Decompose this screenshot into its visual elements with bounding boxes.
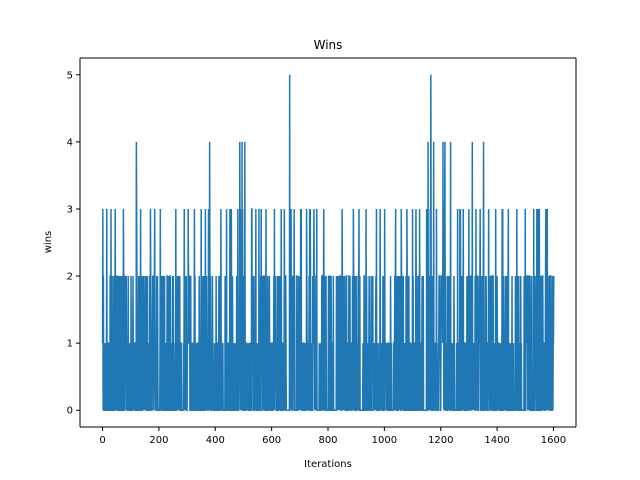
y-tick-label: 5 [67,70,73,81]
ticks-layer: 0 200 400 600 800 1000 1200 1400 1600 0 1 2 3 4 5 [67,70,567,446]
x-axis-title: Iterations [304,459,352,470]
y-tick-label: 1 [67,339,73,350]
y-axis-title: wins [43,231,54,254]
x-tick-label: 200 [149,435,168,446]
y-tick-label: 3 [67,204,73,215]
wins-series-line [101,74,555,411]
y-tick-label: 4 [67,137,73,148]
x-tick-label: 400 [206,435,225,446]
x-tick-label: 1000 [372,435,397,446]
x-tick-label: 1600 [541,435,566,446]
x-tick-label: 600 [262,435,281,446]
y-tick-label: 0 [67,406,73,417]
x-tick-label: 1400 [484,435,509,446]
series-layer [101,74,555,411]
chart-title: Wins [314,38,343,52]
x-tick-label: 0 [99,435,105,446]
x-tick-label: 800 [318,435,337,446]
y-tick-label: 2 [67,272,73,283]
x-tick-label: 1200 [428,435,453,446]
